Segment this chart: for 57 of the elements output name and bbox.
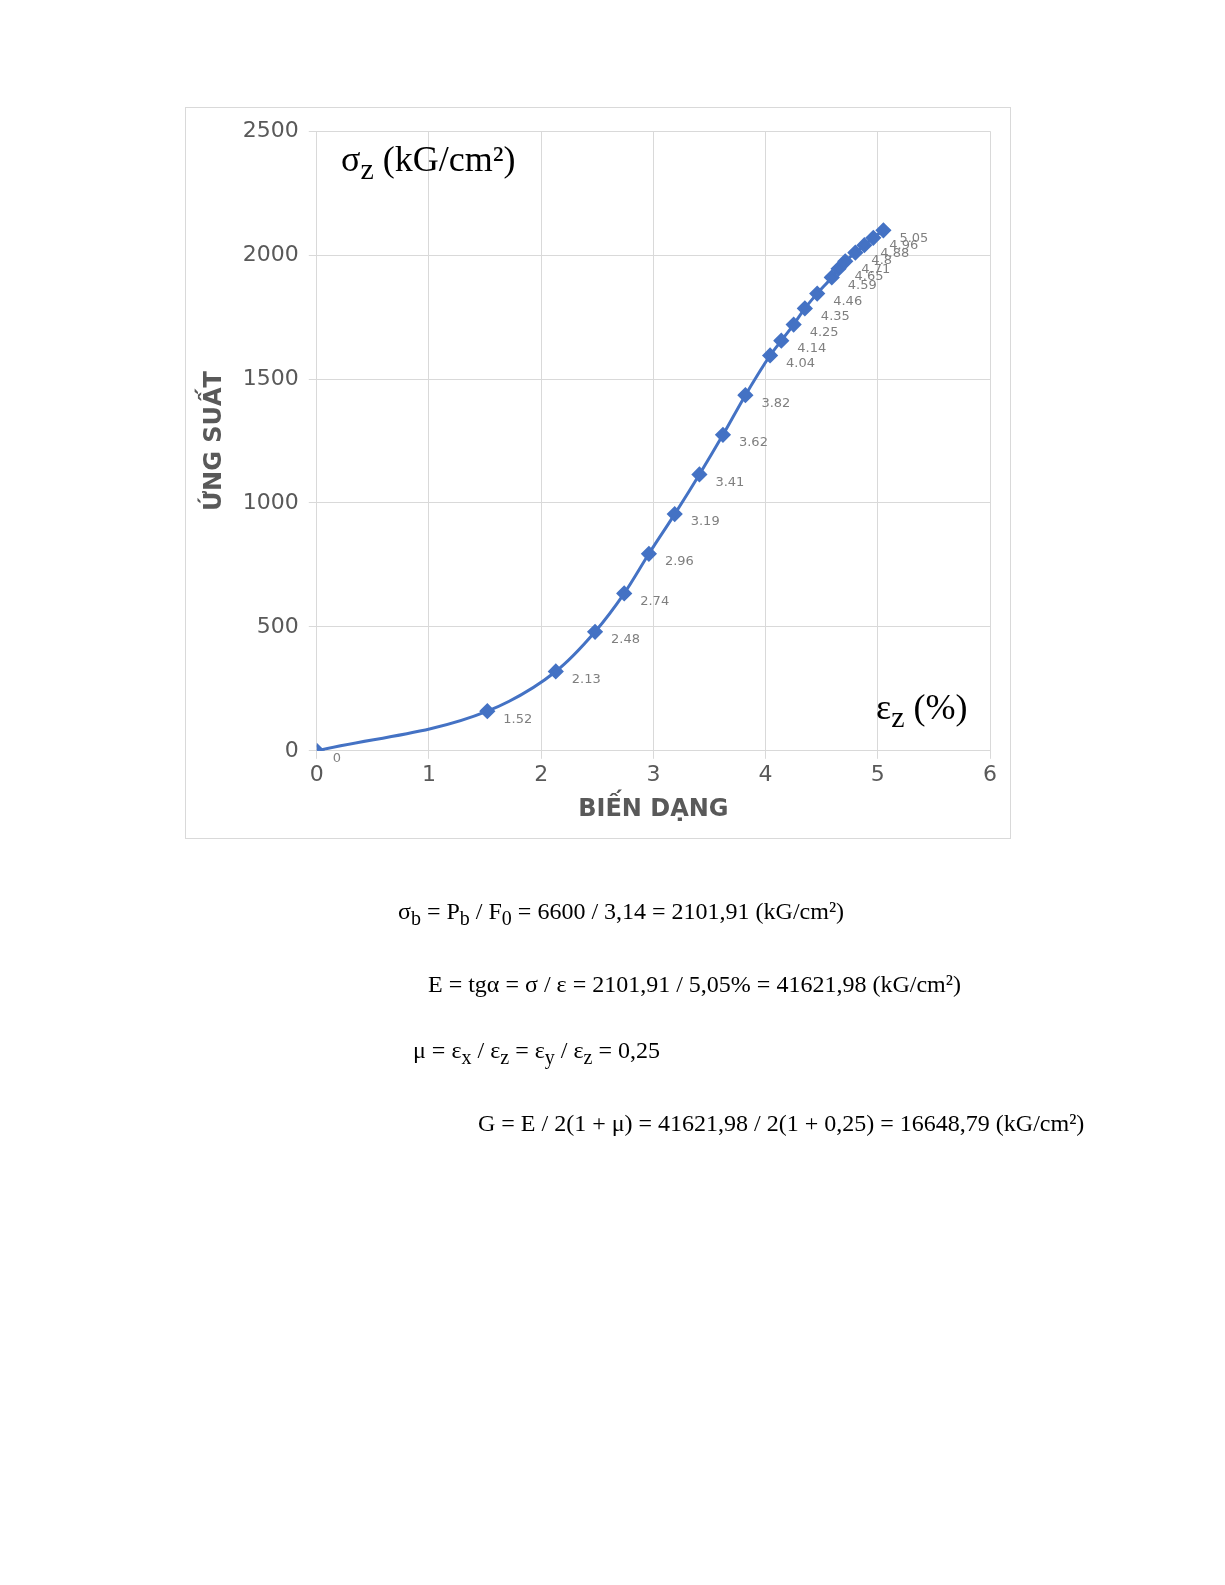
annotation: 4.46	[833, 292, 863, 308]
point	[831, 261, 847, 277]
y-tick-label: 1500	[242, 364, 299, 390]
annotation: 3.41	[715, 473, 745, 489]
x-tick-label: 5	[870, 760, 885, 786]
point	[691, 466, 707, 482]
y-tick-label: 2000	[242, 240, 299, 266]
point	[773, 333, 789, 349]
point	[587, 624, 603, 640]
x-tick-label: 1	[421, 760, 436, 786]
x-tick-label: 3	[646, 760, 661, 786]
point	[762, 348, 778, 363]
x-tick-label: 2	[534, 760, 549, 786]
annotation: σ$_{z}$ (kG/cm²)	[341, 138, 516, 187]
point	[865, 230, 881, 246]
annotation: 2.13	[571, 670, 601, 686]
point	[737, 387, 753, 403]
annotation: 3.19	[690, 513, 720, 529]
y-axis-title: ỨNG SUẤT	[193, 370, 227, 511]
annotation: 3.82	[761, 394, 791, 410]
point	[641, 546, 657, 562]
x-tick-label: 0	[309, 760, 324, 786]
annotation: 4.04	[786, 354, 816, 370]
annotation: 4.14	[797, 340, 827, 355]
annotation: 1.52	[503, 710, 533, 726]
annotation: 0	[332, 750, 342, 766]
y-tick-label: 0	[284, 736, 299, 762]
point	[809, 286, 825, 302]
point	[847, 245, 863, 261]
annotation: 4.35	[820, 307, 850, 323]
text: E = tgα = σ / ε = 2101,91 / 5,05% = 41621,98 (kG/cm²)	[428, 969, 962, 999]
point	[837, 253, 853, 269]
y-tick-label: 2500	[242, 116, 299, 142]
point	[616, 585, 632, 601]
point	[786, 317, 802, 333]
annotation: 3.62	[738, 434, 768, 450]
text: G = E / 2(1 + μ) = 41621,98 / 2(1 + 0,25) = 16648,79 (kG/cm²)	[478, 1108, 1085, 1138]
annotation: 4.25	[809, 323, 839, 339]
point	[824, 269, 840, 285]
x-tick-label: 6	[983, 760, 997, 786]
text: μ = ε$_{x}$ / ε$_{z}$ = ε$_{y}$ / ε$_{z}$ = 0,25	[413, 1036, 660, 1068]
point	[548, 663, 564, 679]
x-axis-title: BIẾN DẠNG	[578, 788, 729, 822]
point	[667, 506, 683, 522]
annotation: 2.96	[664, 553, 694, 569]
point	[856, 237, 872, 253]
point	[479, 703, 495, 719]
point	[875, 222, 891, 238]
point	[797, 300, 813, 316]
x-tick-label: 4	[758, 760, 773, 786]
y-tick-label: 500	[256, 612, 299, 638]
y-tick-label: 1000	[242, 488, 299, 514]
point	[715, 427, 731, 443]
annotation: 2.74	[640, 592, 670, 608]
annotation: ε$_{z}$ (%)	[876, 686, 968, 735]
annotation: 2.48	[611, 631, 640, 647]
text: σ$_{b}$ = P$_{b}$ / F$_{0}$ = 6600 / 3,14 = 2101,91 (kG/cm²)	[398, 897, 846, 931]
